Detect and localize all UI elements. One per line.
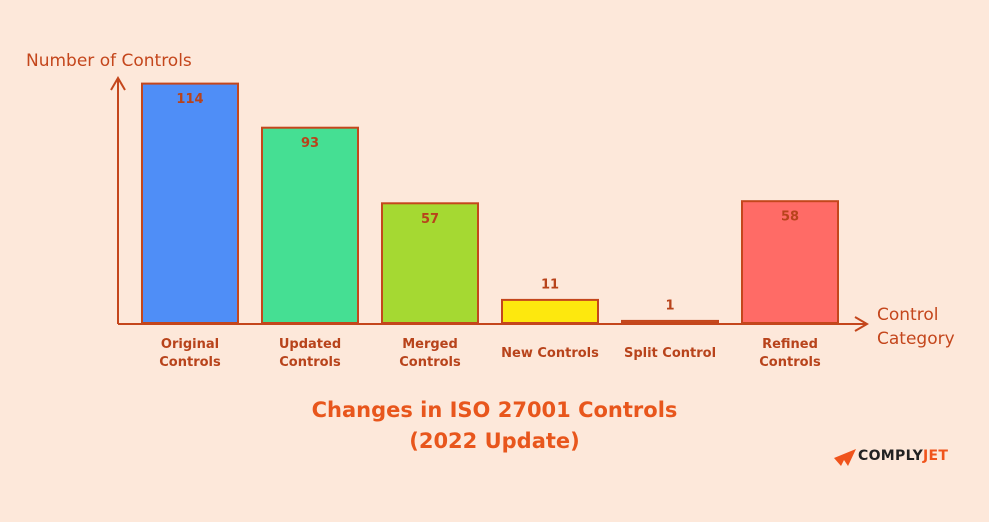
x-tick-label: Split Control [623,346,717,361]
x-tick-label: New Controls [501,346,599,361]
value-label: 57 [421,212,439,227]
x-tick-label: Original Controls [159,337,221,370]
value-label: 1 [665,298,674,313]
bar [261,126,359,324]
y-arrow [110,76,126,91]
value-label: 11 [541,277,559,292]
logo-text: JET [923,448,949,464]
logo-text: COMPLY [858,448,924,464]
x-tick-label: Refined Controls [759,337,821,370]
bar [501,298,599,324]
value-label: 58 [781,210,799,225]
x-arrow [854,316,869,332]
logo: COMPLYJET [858,448,948,464]
chart-subtitle: (2022 Update) [409,429,580,453]
bar [141,82,239,324]
bar [381,202,479,324]
chart-title: Changes in ISO 27001 Controls [311,398,678,422]
bar [741,200,839,324]
y-axis-title: Number of Controls [26,51,192,71]
logo-icon [834,449,856,466]
x-tick-label: Updated Controls [278,337,342,370]
x-axis-title: Control Category [877,305,955,349]
value-label: 93 [301,136,319,151]
value-label: 114 [176,92,203,107]
x-tick-label: Merged Controls [399,337,461,370]
bar [621,319,719,324]
